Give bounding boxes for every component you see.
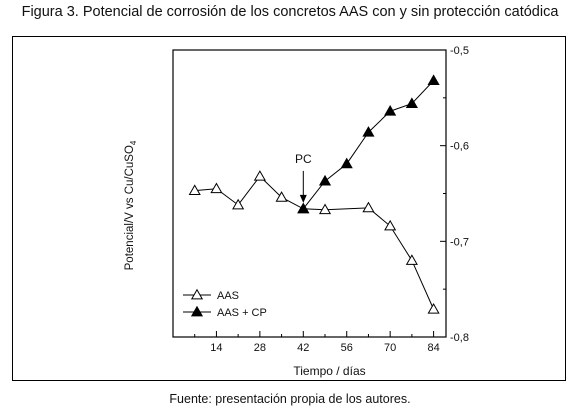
y-axis-label-subscript: 4 (129, 140, 138, 145)
y-tick-label: -0,6 (450, 141, 469, 153)
x-tick-label: 14 (210, 342, 222, 354)
data-point-series-2 (297, 202, 310, 214)
data-point-series-1 (427, 303, 440, 314)
x-tick-label: 42 (297, 342, 309, 354)
figure-source: Fuente: presentación propia de los autor… (169, 392, 411, 406)
data-point-series-1 (210, 182, 223, 194)
y-tick-label: -0,5 (450, 45, 469, 57)
data-point-series-1 (405, 254, 418, 265)
x-tick-label: 56 (341, 342, 353, 354)
data-point-series-2 (427, 74, 440, 86)
data-point-series-2 (362, 126, 375, 137)
figure-frame (12, 36, 566, 381)
legend-marker-2 (190, 305, 204, 317)
data-point-series-1 (188, 184, 201, 196)
series-line-2 (302, 80, 434, 210)
data-point-series-2 (340, 157, 353, 169)
data-point-series-1 (253, 170, 266, 181)
data-point-series-1 (362, 201, 375, 213)
data-point-series-2 (405, 97, 418, 108)
legend-label-2: AAS + CP (217, 307, 267, 319)
x-tick-label: 28 (254, 342, 266, 354)
annotation-pc-arrowhead (299, 194, 307, 203)
x-tick-label: 84 (427, 342, 439, 354)
annotation-pc-label: PC (295, 152, 312, 166)
data-point-series-1 (318, 203, 332, 215)
y-tick-label: -0,7 (450, 236, 469, 248)
data-point-series-1 (232, 198, 245, 210)
legend-label-1: AAS (217, 290, 239, 302)
x-axis-label: Tiempo / días (293, 364, 365, 378)
data-point-series-1 (275, 191, 288, 202)
y-tick-label: -0,8 (450, 332, 469, 344)
data-point-series-2 (318, 174, 332, 186)
x-tick-label: 70 (384, 342, 396, 354)
data-point-series-1 (384, 219, 397, 231)
legend-marker-1 (190, 288, 204, 300)
data-point-series-2 (384, 105, 397, 116)
plot-area-frame (172, 49, 447, 338)
y-axis-label: Potencial/V vs Cu/CuSO4 (124, 140, 138, 270)
figure-title: Figura 3. Potencial de corrosión de los … (21, 4, 559, 20)
